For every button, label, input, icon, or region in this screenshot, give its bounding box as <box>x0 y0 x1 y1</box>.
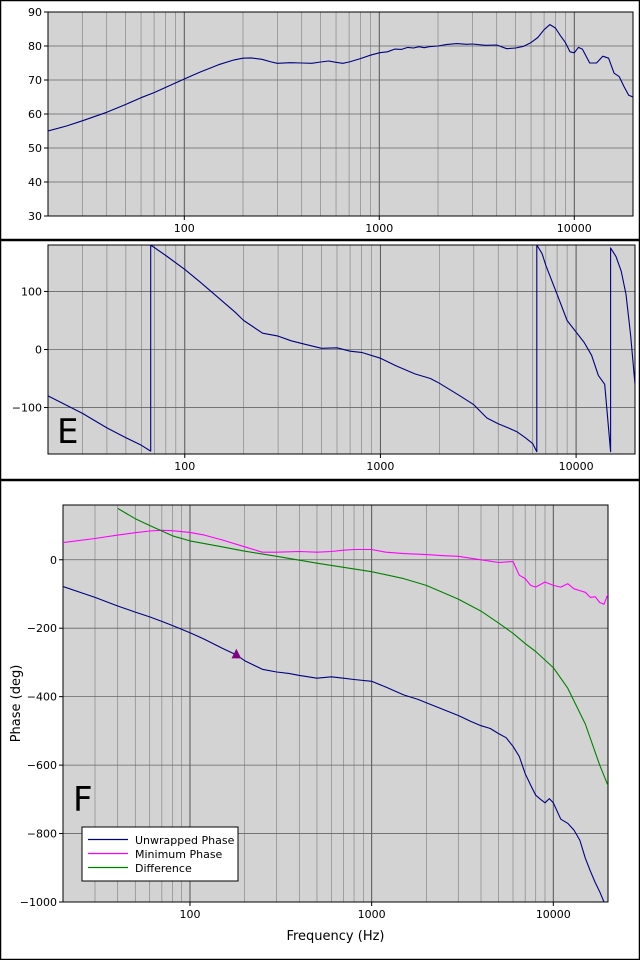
x-tick-label: 10000 <box>557 222 592 235</box>
x-tick-label: 100 <box>174 460 195 473</box>
x-axis-label: Frequency (Hz) <box>286 929 384 944</box>
y-tick-label: 80 <box>28 40 42 53</box>
y-tick-label: 0 <box>50 554 57 567</box>
x-tick-label: 100 <box>174 222 195 235</box>
y-tick-label: 50 <box>28 142 42 155</box>
y-tick-label: 90 <box>28 6 42 19</box>
x-tick-label: 100 <box>179 908 200 921</box>
y-tick-label: −400 <box>27 691 57 704</box>
series-group <box>63 507 608 902</box>
series-group <box>48 24 633 132</box>
marker-arrow-icon <box>231 648 242 659</box>
y-axis-label: Phase (deg) <box>9 665 24 743</box>
legend-entry: Difference <box>135 862 192 875</box>
series-line-unwrapped-phase <box>63 585 605 902</box>
x-tick-label: 1000 <box>366 460 394 473</box>
magnitude-panel: 30 40 50 60 70 80 90 100 1000 10000 <box>0 0 640 241</box>
x-tick-label: 10000 <box>559 460 594 473</box>
y-tick-label: −800 <box>27 828 57 841</box>
y-tick-label: −200 <box>27 622 57 635</box>
y-tick-label: −100 <box>12 402 42 415</box>
series-line-0 <box>48 24 633 132</box>
y-tick-label: 60 <box>28 108 42 121</box>
y-tick-label: 0 <box>35 344 42 357</box>
axes-frame <box>62 504 609 903</box>
y-tick-label: 70 <box>28 74 42 87</box>
y-tick-label: 30 <box>28 210 42 223</box>
legend-entry: Minimum Phase <box>135 848 223 861</box>
series-line-minimum-phase <box>63 529 608 605</box>
x-tick-label: 10000 <box>536 908 571 921</box>
phase-panel-f: −1000 −800 −600 −400 −200 0 100 1000 10000 Freque… <box>0 479 640 960</box>
y-tick-label: −1000 <box>20 896 57 909</box>
legend-entry: Unwrapped Phase <box>135 834 235 847</box>
y-tick-label: 100 <box>21 285 42 298</box>
phase-panel-e: −100 0 100 100 1000 10000 E <box>0 239 640 481</box>
x-tick-label: 1000 <box>365 222 393 235</box>
series-line-0 <box>48 245 635 453</box>
y-tick-label: 40 <box>28 176 42 189</box>
y-tick-label: −600 <box>27 759 57 772</box>
panel-letter: E <box>57 412 78 452</box>
panel-letter: F <box>73 780 93 820</box>
series-line-difference <box>117 507 608 786</box>
series-group <box>48 245 635 453</box>
x-tick-label: 1000 <box>358 908 386 921</box>
